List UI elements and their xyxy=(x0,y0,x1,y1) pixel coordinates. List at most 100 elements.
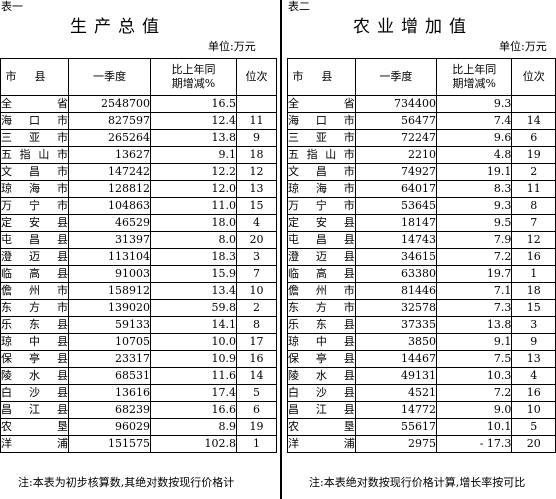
rank-cell: 7 xyxy=(511,214,556,232)
rank-cell: 2 xyxy=(511,163,556,181)
table-row: 万宁市 53645 9.3 8 xyxy=(287,197,556,215)
rank-cell: 13 xyxy=(511,350,556,368)
q1-value-cell: 147242 xyxy=(68,163,151,181)
change-cell: 9.0 xyxy=(436,401,513,419)
change-cell: 10.0 xyxy=(150,333,237,351)
q1-value-cell: 68239 xyxy=(68,401,151,419)
q1-value-cell: 151575 xyxy=(68,435,151,453)
q1-value-cell: 23317 xyxy=(68,350,151,368)
county-cell: 三亚市 xyxy=(0,129,69,147)
change-cell: 10.3 xyxy=(436,367,513,385)
rank-cell: 2 xyxy=(236,299,277,317)
county-cell: 保亭县 xyxy=(0,350,69,368)
change-cell: 13.8 xyxy=(436,316,513,334)
q1-value-cell: 55617 xyxy=(354,418,438,436)
q1-value-cell: 14467 xyxy=(354,350,438,368)
change-cell: 17.4 xyxy=(150,384,237,402)
county-cell: 屯昌县 xyxy=(0,231,69,249)
table-row: 儋州市 81446 7.1 18 xyxy=(287,282,556,300)
change-cell: 13.4 xyxy=(150,282,237,300)
table-row: 屯昌县 14743 7.9 12 xyxy=(287,231,556,249)
county-cell: 白沙县 xyxy=(287,384,356,402)
change-cell: 7.1 xyxy=(436,282,513,300)
table-row: 文昌市 74927 19.1 2 xyxy=(287,163,556,181)
rank-cell: 20 xyxy=(511,435,556,453)
change-cell: 19.1 xyxy=(436,163,513,181)
q1-value-cell: 74927 xyxy=(354,163,438,181)
agriculture-panel: 表二 农业增加值 单位:万元 市县 一季度 比上年同 期增减% 位次 全省 7344… xyxy=(287,0,556,499)
q1-value-cell: 37335 xyxy=(354,316,438,334)
table-row: 陵水县 49131 10.3 4 xyxy=(287,367,556,385)
q1-value-cell: 72247 xyxy=(354,129,438,147)
change-cell: 59.8 xyxy=(150,299,237,317)
rank-cell: 6 xyxy=(511,129,556,147)
rank-cell: 19 xyxy=(511,146,556,164)
header-change: 比上年同 期增减% xyxy=(436,58,513,96)
rank-cell: 6 xyxy=(236,401,277,419)
change-cell: 9.1 xyxy=(436,333,513,351)
county-cell: 东方市 xyxy=(0,299,69,317)
q1-value-cell: 49131 xyxy=(354,367,438,385)
q1-value-cell: 139020 xyxy=(68,299,151,317)
rank-cell: 11 xyxy=(511,180,556,198)
change-cell: 14.1 xyxy=(150,316,237,334)
table-row: 三亚市 265264 13.8 9 xyxy=(0,129,277,147)
table-title: 生产总值 xyxy=(70,17,166,37)
county-cell: 保亭县 xyxy=(287,350,356,368)
rank-cell: 10 xyxy=(511,401,556,419)
change-cell: 16.5 xyxy=(150,95,237,113)
rank-cell: 7 xyxy=(236,265,277,283)
q1-value-cell: 34615 xyxy=(354,248,438,266)
county-cell: 海口市 xyxy=(0,112,69,130)
county-cell: 昌江县 xyxy=(0,401,69,419)
q1-value-cell: 2548700 xyxy=(68,95,151,113)
table-row: 定安县 46529 18.0 4 xyxy=(0,214,277,232)
county-cell: 临高县 xyxy=(287,265,356,283)
q1-value-cell: 3850 xyxy=(354,333,438,351)
change-cell: 19.7 xyxy=(436,265,513,283)
change-cell: 12.4 xyxy=(150,112,237,130)
change-cell: - 17.3 xyxy=(436,435,513,453)
change-cell: 102.8 xyxy=(150,435,237,453)
change-cell: 7.5 xyxy=(436,350,513,368)
rank-cell: 16 xyxy=(511,384,556,402)
table-row: 定安县 18147 9.5 7 xyxy=(287,214,556,232)
rank-cell: 9 xyxy=(236,129,277,147)
change-cell: 8.9 xyxy=(150,418,237,436)
header-q1: 一季度 xyxy=(68,58,151,96)
rank-cell: 12 xyxy=(511,231,556,249)
q1-value-cell: 64017 xyxy=(354,180,438,198)
table-row: 陵水县 68531 11.6 14 xyxy=(0,367,277,385)
county-cell: 五指山市 xyxy=(287,146,356,164)
county-cell: 定安县 xyxy=(0,214,69,232)
table-row: 全省 2548700 16.5 xyxy=(0,95,277,113)
county-cell: 农垦 xyxy=(0,418,69,436)
change-cell: 7.2 xyxy=(436,248,513,266)
q1-value-cell: 104863 xyxy=(68,197,151,215)
change-cell: 8.3 xyxy=(436,180,513,198)
county-cell: 屯昌县 xyxy=(287,231,356,249)
q1-value-cell: 53645 xyxy=(354,197,438,215)
rank-cell: 8 xyxy=(511,197,556,215)
county-cell: 乐东县 xyxy=(287,316,356,334)
county-cell: 琼海市 xyxy=(287,180,356,198)
table-row: 临高县 91003 15.9 7 xyxy=(0,265,277,283)
rank-cell: 10 xyxy=(236,282,277,300)
rank-cell: 16 xyxy=(236,350,277,368)
q1-value-cell: 68531 xyxy=(68,367,151,385)
county-cell: 五指山市 xyxy=(0,146,69,164)
table-row: 白沙县 13616 17.4 5 xyxy=(0,384,277,402)
table-row: 海口市 56477 7.4 14 xyxy=(287,112,556,130)
county-cell: 万宁市 xyxy=(287,197,356,215)
rank-cell: 14 xyxy=(511,112,556,130)
change-cell: 9.1 xyxy=(150,146,237,164)
change-cell: 16.6 xyxy=(150,401,237,419)
table-row: 琼海市 64017 8.3 11 xyxy=(287,180,556,198)
header-rank: 位次 xyxy=(511,58,556,96)
rank-cell: 3 xyxy=(511,316,556,334)
gdp-panel: 表一 生产总值 单位:万元 市县 一季度 比上年同 期增减% 位次 全省 25487… xyxy=(0,1,277,489)
table-row: 全省 734400 9.3 xyxy=(287,95,556,113)
county-cell: 琼海市 xyxy=(0,180,69,198)
table-row: 东方市 32578 7.3 15 xyxy=(287,299,556,317)
rank-cell: 4 xyxy=(511,367,556,385)
